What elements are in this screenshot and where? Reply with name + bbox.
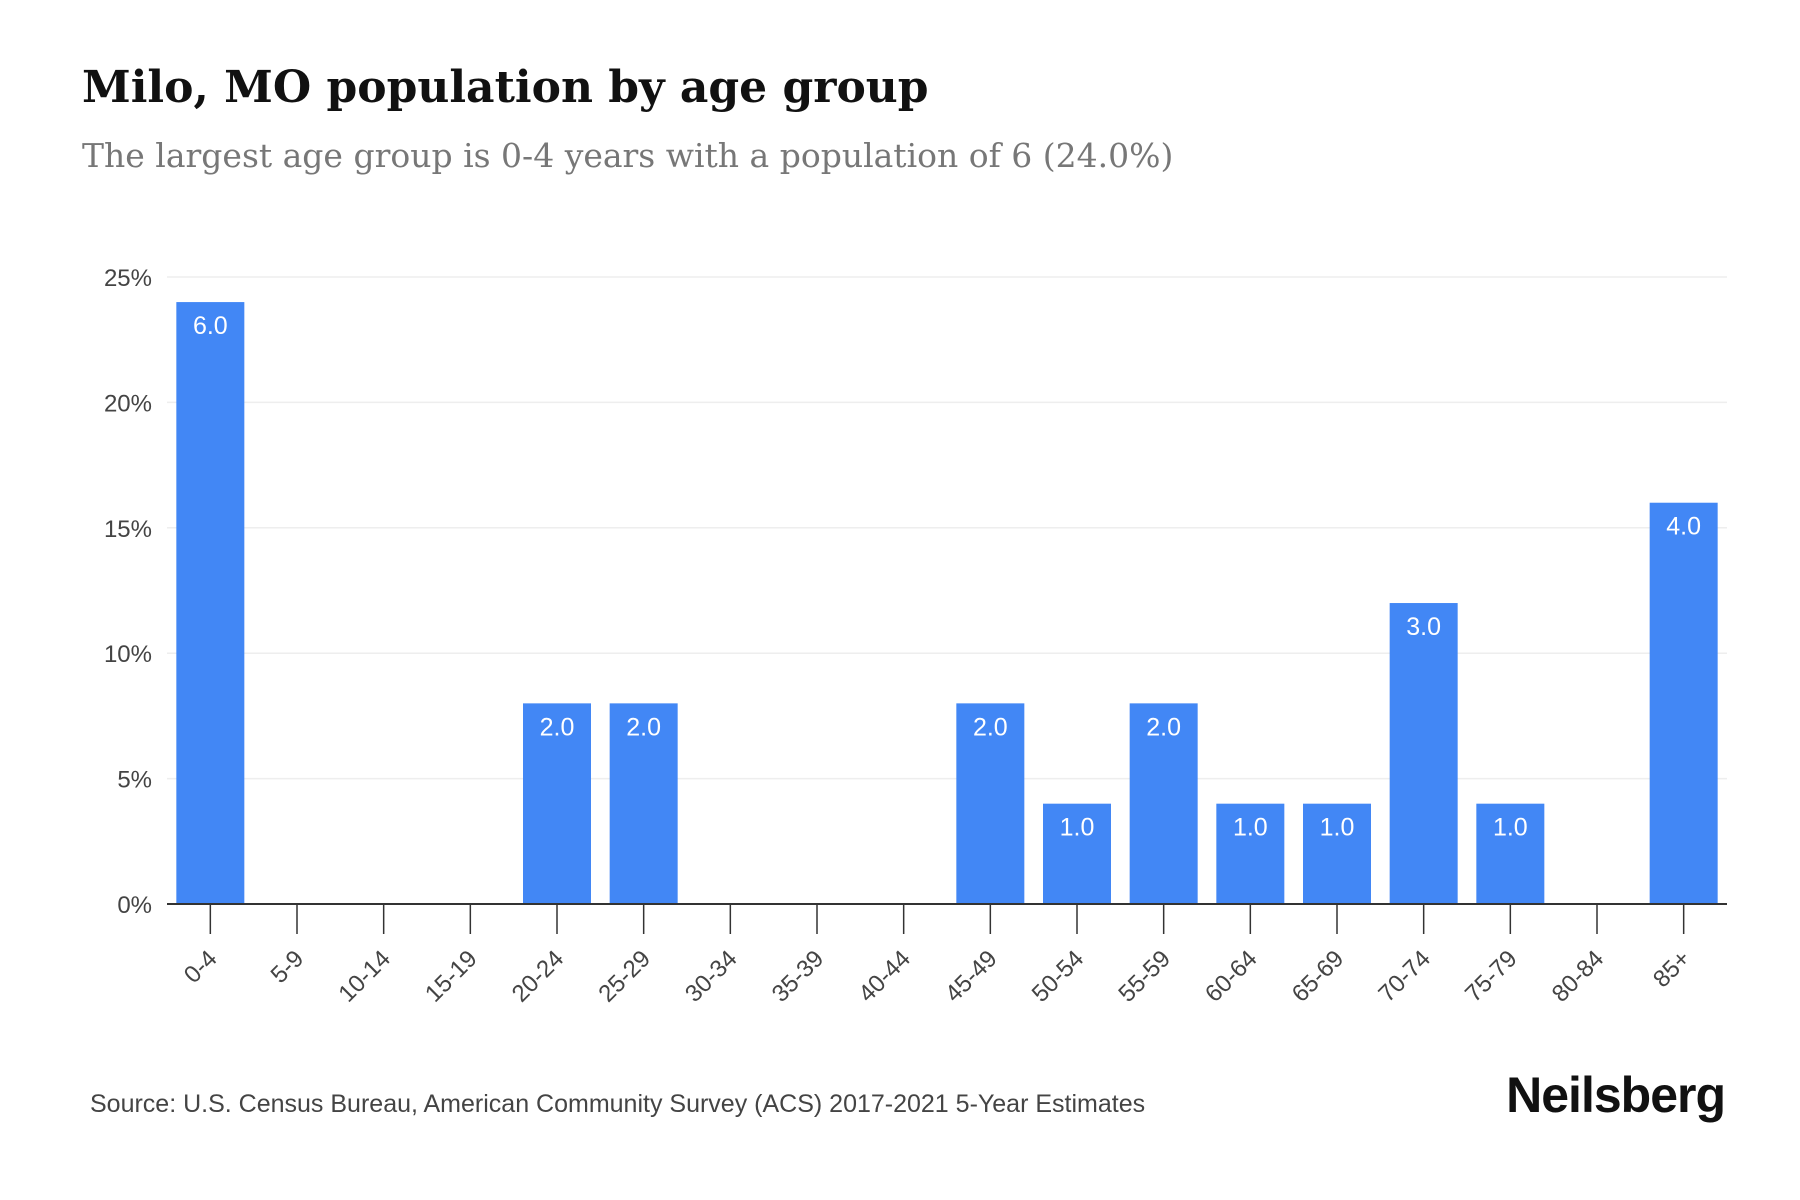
bar-55-59: [1129, 703, 1198, 904]
bar-25-29: [609, 703, 678, 904]
bar-value-label: 1.0: [1060, 814, 1095, 842]
x-tick-label: 50-54: [1027, 945, 1090, 1008]
bar-75-79: [1476, 803, 1545, 904]
bar-value-label: 1.0: [1493, 814, 1528, 842]
bar-value-label: 1.0: [1320, 814, 1355, 842]
bar-value-label: 3.0: [1406, 613, 1441, 641]
bar-70-74: [1389, 603, 1458, 904]
x-tick-label: 60-64: [1200, 945, 1263, 1008]
bar-0-4: [176, 302, 245, 905]
x-tick-label: 0-4: [179, 945, 223, 989]
y-tick-label: 15%: [104, 516, 152, 543]
x-tick-label: 25-29: [593, 945, 656, 1008]
x-tick-label: 15-19: [420, 945, 483, 1008]
chart-subtitle: The largest age group is 0-4 years with …: [82, 136, 1174, 175]
grid-lines: [167, 276, 1727, 780]
y-tick-label: 0%: [117, 892, 152, 919]
x-tick-label: 40-44: [853, 945, 916, 1008]
x-tick-label: 5-9: [266, 945, 310, 989]
bar-85+: [1649, 502, 1718, 904]
brand-logo: Neilsberg: [1506, 1067, 1726, 1123]
bar-60-64: [1216, 803, 1285, 904]
source-note: Source: U.S. Census Bureau, American Com…: [90, 1090, 1146, 1118]
bar-20-24: [523, 703, 591, 904]
x-tick-label: 20-24: [507, 945, 570, 1008]
x-axis: [167, 903, 1727, 934]
bar-value-label: 2.0: [973, 713, 1008, 741]
bars: 6.0 2.0 2.0 2.0 1.0 2.0 1.0 1.0 3.0 1.0 4.0: [176, 302, 1718, 905]
bar-value-label: 6.0: [193, 312, 228, 340]
bar-value-label: 2.0: [1146, 713, 1181, 741]
y-axis-tick-labels: 0% 5% 10% 15% 20% 25%: [104, 265, 152, 919]
bar-50-54: [1043, 803, 1111, 904]
bar-value-label: 1.0: [1233, 814, 1268, 842]
y-tick-label: 5%: [117, 767, 152, 794]
x-axis-tick-labels: 0-4 5-9 10-14 15-19 20-24 25-29 30-34 35-39 40-4…: [179, 945, 1696, 1008]
x-tick-label: 35-39: [767, 945, 830, 1008]
bar-value-label: 2.0: [626, 713, 661, 741]
x-tick-label: 55-59: [1113, 945, 1176, 1008]
x-tick-label: 80-84: [1547, 945, 1610, 1008]
bar-value-label: 4.0: [1666, 513, 1701, 541]
x-tick-label: 85+: [1648, 945, 1696, 993]
x-tick-label: 10-14: [333, 945, 396, 1008]
x-tick-label: 30-34: [680, 945, 743, 1008]
y-tick-label: 25%: [104, 265, 152, 292]
bar-65-69: [1303, 803, 1371, 904]
x-tick-label: 65-69: [1287, 945, 1350, 1008]
y-tick-label: 10%: [104, 641, 152, 668]
x-tick-label: 75-79: [1460, 945, 1523, 1008]
bar-value-label: 2.0: [540, 713, 575, 741]
x-tick-label: 70-74: [1373, 945, 1436, 1008]
x-tick-label: 45-49: [940, 945, 1003, 1008]
bar-45-49: [956, 703, 1025, 904]
chart-title: Milo, MO population by age group: [82, 62, 929, 113]
y-tick-label: 20%: [104, 390, 152, 417]
